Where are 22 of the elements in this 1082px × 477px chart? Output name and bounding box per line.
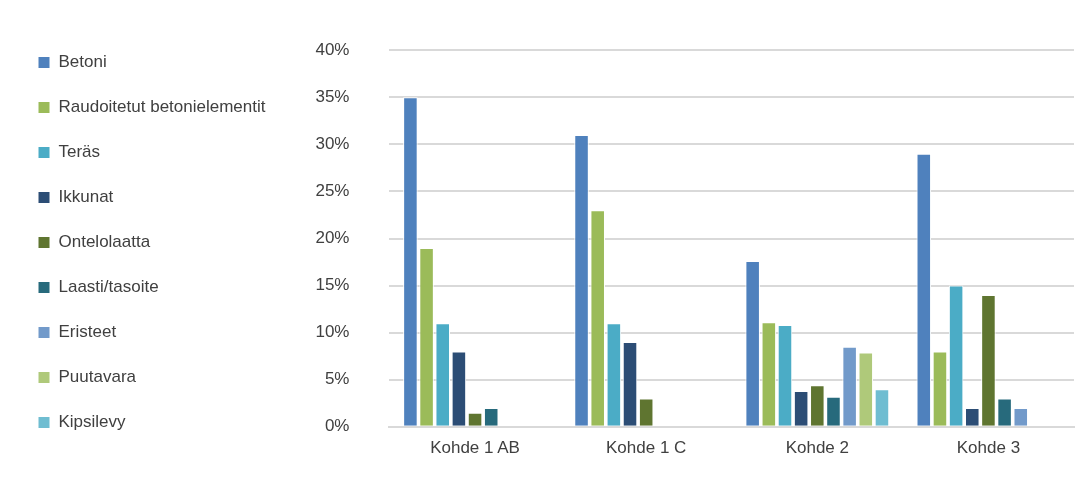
y-tick-label: 0% [324, 416, 350, 436]
legend-label: Eristeet [58, 322, 117, 342]
legend-label: Betoni [58, 52, 107, 72]
y-tick-label: 30% [315, 134, 350, 154]
y-tick-label: 20% [315, 228, 350, 248]
legend-label: Ontelolaatta [58, 232, 151, 252]
legend-label: Raudoitetut betonielementit [58, 97, 266, 117]
legend-label: Teräs [58, 142, 101, 162]
x-tick-label: Kohde 2 [785, 437, 849, 457]
y-tick-label: 35% [315, 86, 350, 106]
legend-label: Laasti/tasoite [58, 277, 159, 297]
x-tick-label: Kohde 3 [956, 437, 1021, 457]
x-tick-label: Kohde 1 AB [430, 437, 520, 457]
y-tick-label: 25% [315, 181, 350, 201]
legend-label: Puutavara [58, 367, 137, 387]
y-tick-label: 15% [315, 275, 350, 295]
x-tick-label: Kohde 1 C [606, 437, 687, 457]
y-tick-label: 40% [315, 39, 350, 59]
y-tick-label: 5% [324, 369, 350, 389]
legend-label: Kipsilevy [58, 412, 127, 432]
legend-label: Ikkunat [58, 187, 114, 207]
y-tick-label: 10% [315, 322, 350, 342]
